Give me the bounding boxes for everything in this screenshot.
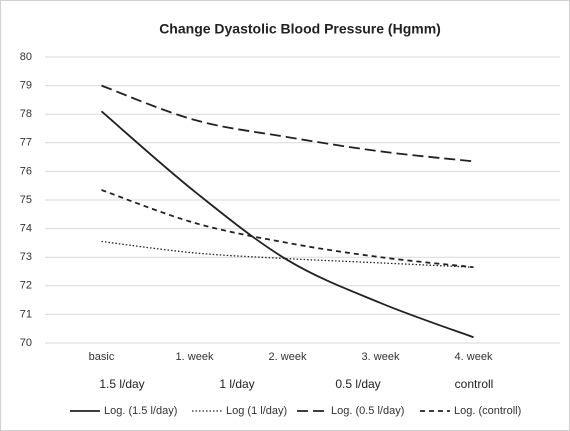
series-line [100,110,474,339]
x-tick-label: 4. week [455,351,493,363]
group-label: 1.5 l/day [99,377,144,391]
legend-label: Log. (controll) [454,405,521,417]
group-label: controll [455,377,494,391]
y-tick-label: 78 [20,108,32,120]
series-line [101,84,474,163]
series-line [101,189,474,269]
x-tick-label: 1. week [176,351,214,363]
y-tick-label: 74 [20,223,32,235]
chart-title: Change Dyastolic Blood Pressure (Hgmm) [159,21,441,37]
x-tick-label: 3. week [362,351,400,363]
y-tick-label: 73 [20,251,32,263]
series-line [101,240,474,268]
legend-label: Log. (0.5 l/day) [331,405,404,417]
legend-label: Log (1 l/day) [226,405,287,417]
y-tick-label: 70 [20,337,32,349]
y-tick-label: 71 [20,308,32,320]
group-label: 1 l/day [219,377,254,391]
y-tick-label: 75 [20,194,32,206]
group-label: 0.5 l/day [335,377,380,391]
x-tick-label: basic [89,351,115,363]
y-tick-label: 72 [20,280,32,292]
y-tick-label: 76 [20,165,32,177]
y-tick-label: 79 [20,80,32,92]
y-tick-label: 80 [20,51,32,63]
legend-label: Log. (1.5 l/day) [104,405,177,417]
y-tick-label: 77 [20,137,32,149]
x-tick-label: 2. week [269,351,307,363]
